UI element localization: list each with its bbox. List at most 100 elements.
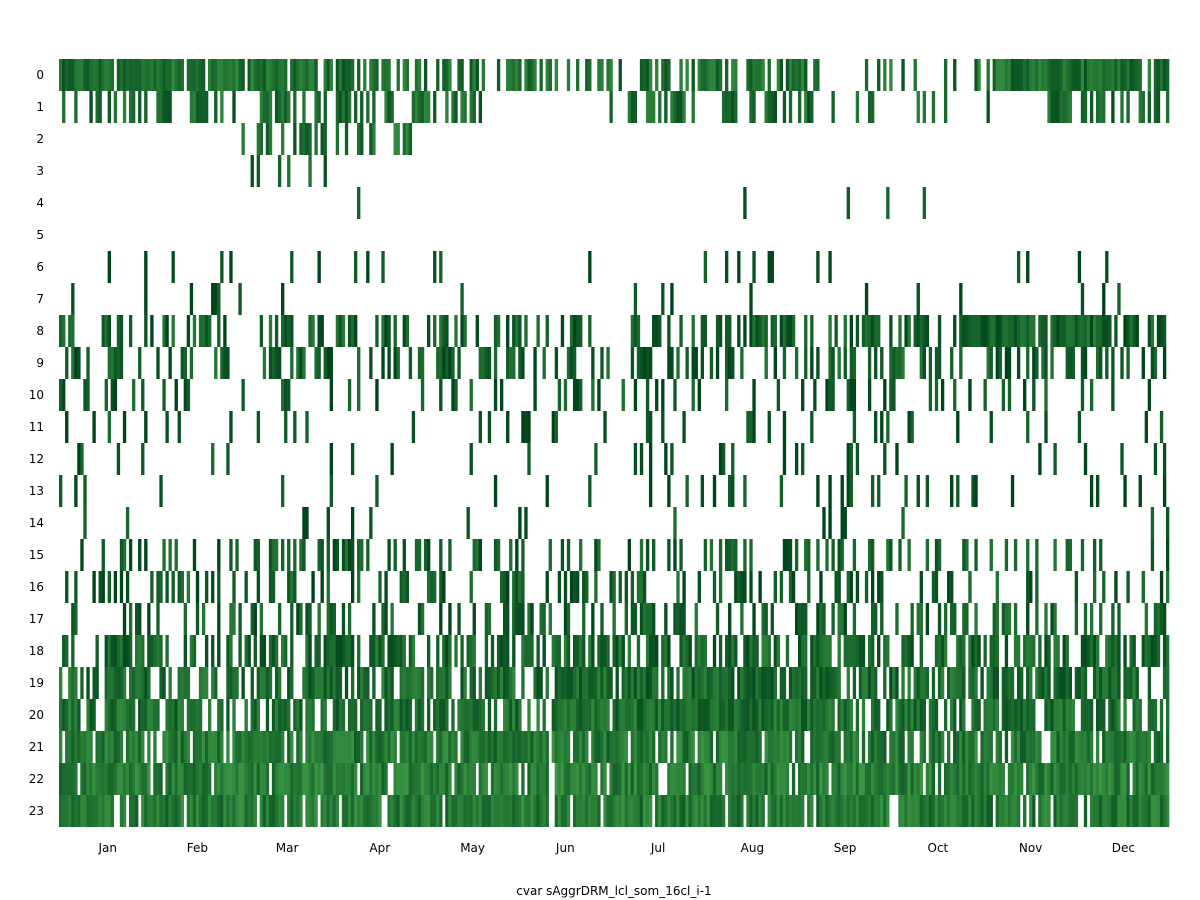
heatmap-cell [533, 379, 537, 411]
heatmap-cell [533, 347, 537, 379]
heatmap-cell [518, 603, 522, 635]
heatmap-cell [116, 635, 121, 667]
heatmap-cell [1126, 731, 1130, 763]
heatmap-cell [572, 347, 577, 379]
heatmap-cell [1038, 731, 1042, 763]
heatmap-cell [697, 699, 701, 731]
heatmap-cell [490, 667, 495, 699]
heatmap-cell [986, 347, 990, 379]
heatmap-cell [484, 667, 489, 699]
y-tick-label: 2 [36, 132, 44, 146]
heatmap-cell [107, 667, 111, 699]
heatmap-cell [442, 347, 446, 379]
heatmap-cell [1150, 507, 1155, 539]
heatmap-cell [600, 763, 604, 795]
heatmap-cell [481, 795, 486, 827]
heatmap-cell [755, 699, 759, 731]
heatmap-cell [1035, 347, 1039, 379]
heatmap-cell [1074, 603, 1079, 635]
heatmap-cell [1108, 635, 1112, 667]
heatmap-cell [268, 571, 273, 603]
heatmap-cell [907, 699, 911, 731]
heatmap-cell [381, 731, 385, 763]
heatmap-cell [59, 475, 63, 507]
heatmap-cell [630, 347, 635, 379]
heatmap-cell [667, 539, 671, 571]
heatmap-cell [679, 731, 683, 763]
heatmap-cell [320, 571, 324, 603]
heatmap-cell [180, 571, 184, 603]
heatmap-cell [1068, 539, 1072, 571]
heatmap-cell [174, 795, 178, 827]
heatmap-cell [487, 603, 492, 635]
heatmap-cell [426, 667, 431, 699]
y-tick-label: 0 [36, 68, 44, 82]
heatmap-cell [852, 795, 857, 827]
heatmap-cell [837, 603, 841, 635]
heatmap-cell [852, 603, 857, 635]
heatmap-cell [579, 315, 583, 347]
heatmap-cell [493, 539, 498, 571]
heatmap-cell [731, 699, 735, 731]
heatmap-cell [761, 603, 765, 635]
heatmap-cell [1083, 795, 1088, 827]
heatmap-cell [287, 539, 291, 571]
heatmap-cell [773, 667, 777, 699]
heatmap-cell [314, 635, 318, 667]
heatmap-cell [728, 795, 732, 827]
heatmap-cell [1035, 763, 1039, 795]
heatmap-cell [220, 347, 224, 379]
heatmap-cell [180, 731, 184, 763]
heatmap-cell [633, 379, 638, 411]
heatmap-cell [1102, 571, 1106, 603]
heatmap-cell [62, 59, 66, 91]
heatmap-cell [420, 347, 425, 379]
heatmap-cell [691, 59, 695, 91]
heatmap-cell [807, 91, 811, 123]
heatmap-cell [901, 59, 905, 91]
heatmap-cell [639, 59, 644, 91]
heatmap-cell [569, 763, 574, 795]
heatmap-cell [594, 667, 598, 699]
heatmap-cell [1102, 283, 1106, 315]
heatmap-cell [667, 475, 671, 507]
heatmap-cell [648, 667, 653, 699]
heatmap-cell [1102, 699, 1106, 731]
heatmap-cell [974, 699, 978, 731]
heatmap-cell [639, 731, 644, 763]
heatmap-cell [493, 315, 498, 347]
heatmap-cell [1147, 379, 1152, 411]
heatmap-cell [372, 795, 376, 827]
heatmap-cell [962, 795, 966, 827]
heatmap-cell [1056, 795, 1060, 827]
heatmap-cell [138, 91, 142, 123]
heatmap-cell [694, 699, 698, 731]
heatmap-cell [956, 475, 960, 507]
heatmap-cell [259, 315, 264, 347]
heatmap-cell [296, 59, 300, 91]
heatmap-cell [983, 731, 987, 763]
heatmap-cell [436, 699, 440, 731]
heatmap-cell [320, 667, 324, 699]
heatmap-cell [314, 91, 318, 123]
heatmap-cell [150, 699, 154, 731]
heatmap-cell [281, 635, 285, 667]
heatmap-cell [317, 603, 321, 635]
heatmap-cell [706, 763, 711, 795]
heatmap-cell [685, 795, 689, 827]
heatmap-cell [1050, 603, 1054, 635]
heatmap-cell [503, 667, 507, 699]
heatmap-cell [369, 795, 373, 827]
heatmap-cell [287, 91, 291, 123]
heatmap-cell [274, 635, 279, 667]
heatmap-cell [499, 731, 504, 763]
heatmap-cell [512, 59, 516, 91]
heatmap-cell [1092, 667, 1097, 699]
heatmap-cell [277, 91, 282, 123]
heatmap-cell [98, 59, 102, 91]
heatmap-cell [1004, 635, 1009, 667]
heatmap-cell [877, 315, 881, 347]
heatmap-cell [816, 667, 820, 699]
heatmap-cell [676, 795, 680, 827]
heatmap-cell [350, 539, 355, 571]
